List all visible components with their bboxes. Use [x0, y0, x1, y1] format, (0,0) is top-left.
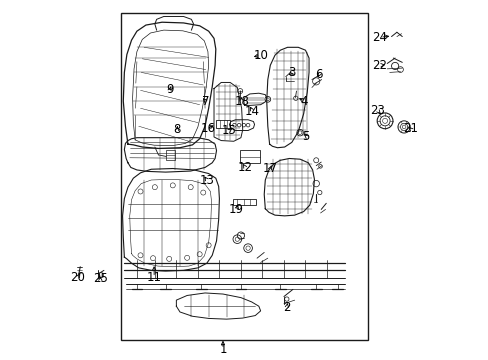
Text: 21: 21 — [402, 122, 417, 135]
Text: 3: 3 — [287, 66, 295, 79]
Text: 20: 20 — [70, 271, 85, 284]
Text: 6: 6 — [315, 68, 322, 81]
Text: 7: 7 — [202, 95, 209, 108]
Text: 18: 18 — [234, 95, 248, 108]
Text: 12: 12 — [237, 161, 252, 174]
Text: 23: 23 — [370, 104, 385, 117]
Text: 8: 8 — [173, 123, 181, 136]
Text: 9: 9 — [166, 83, 173, 96]
Text: 1: 1 — [219, 343, 226, 356]
Text: 4: 4 — [300, 95, 307, 108]
Bar — [233, 199, 256, 205]
Bar — [215, 120, 230, 128]
Text: 5: 5 — [302, 130, 309, 143]
Text: 22: 22 — [372, 59, 387, 72]
Text: 17: 17 — [262, 162, 277, 175]
Text: 24: 24 — [372, 31, 387, 44]
Text: 13: 13 — [200, 174, 215, 187]
Bar — [166, 149, 175, 160]
Text: 25: 25 — [93, 272, 107, 285]
Text: 16: 16 — [200, 122, 215, 135]
Text: 14: 14 — [244, 105, 259, 118]
Text: 15: 15 — [222, 124, 236, 137]
Bar — [240, 150, 260, 163]
Text: 19: 19 — [229, 203, 244, 216]
Text: 2: 2 — [283, 301, 290, 314]
Text: 11: 11 — [146, 271, 162, 284]
Text: 10: 10 — [253, 49, 267, 62]
Bar — [121, 13, 367, 339]
